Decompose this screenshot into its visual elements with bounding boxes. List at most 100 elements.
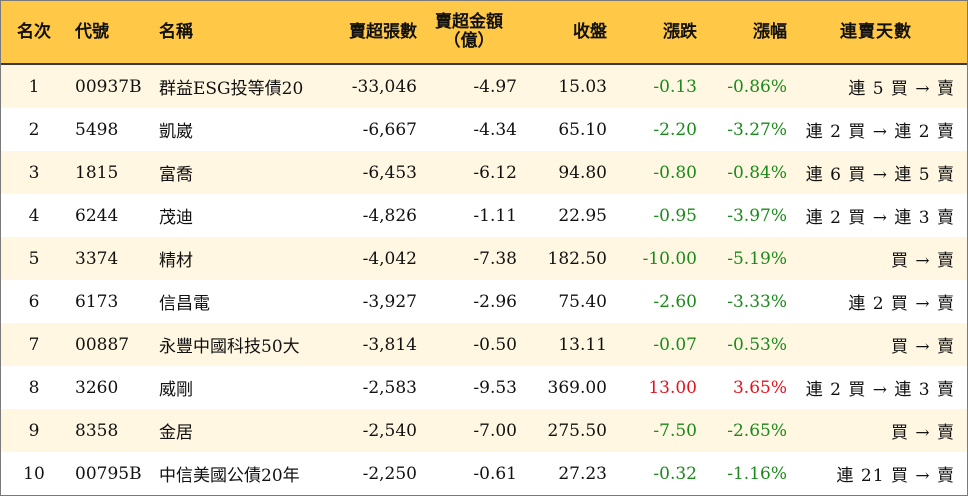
table-row: 6 6173 信昌電 -3,927 -2.96 75.40 -2.60 -3.33% 連 2 買… [1,280,967,323]
table-row: 2 5498 凱崴 -6,667 -4.34 65.10 -2.20 -3.27% 連 2 買 … [1,108,967,151]
change-pct-cell: -0.86% [727,76,787,97]
name-cell: 金居 [159,423,193,443]
net-sell-shares-cell: -6,453 [362,162,417,183]
name-cell: 富喬 [159,165,193,185]
code-cell: 6244 [75,205,119,226]
net-sell-amount-cell: -1.11 [473,205,517,226]
change-pct-cell: -3.97% [727,205,787,226]
table-row: 3 1815 富喬 -6,453 -6.12 94.80 -0.80 -0.84% 連 6 買 … [1,151,967,194]
net-sell-amount-cell: -2.96 [473,291,517,312]
change-pct-cell: -0.84% [727,162,787,183]
streak-cell: 買 → 賣 [890,337,955,357]
close-cell: 13.11 [558,334,607,355]
net-sell-shares-cell: -4,826 [362,205,417,226]
header-code: 代號 [75,21,109,42]
code-cell: 5498 [75,119,119,140]
net-sell-shares-cell: -4,042 [362,248,417,269]
rank-cell: 3 [28,162,40,183]
name-cell: 凱崴 [159,122,193,142]
header-net-sell-shares: 賣超張數 [349,21,417,42]
net-sell-shares-cell: -33,046 [351,76,417,97]
header-net-sell-amount: 賣超金額 （億） [421,1,517,63]
code-cell: 8358 [75,420,119,441]
net-sell-amount-cell: -0.50 [473,334,517,355]
rank-cell: 9 [28,420,40,441]
code-cell: 3260 [75,377,119,398]
table-row: 1 00937B 群益ESG投等債20 -33,046 -4.97 15.03 -0.13 -… [1,65,967,108]
streak-cell: 連 2 買 → 連 3 賣 [805,380,955,400]
header-close: 收盤 [573,21,607,42]
net-sell-amount-cell: -6.12 [473,162,517,183]
rank-cell: 5 [28,248,40,269]
close-cell: 369.00 [547,377,607,398]
code-cell: 00795B [75,463,142,484]
table-row: 5 3374 精材 -4,042 -7.38 182.50 -10.00 -5.19% 買 → … [1,237,967,280]
net-sell-amount-cell: -9.53 [473,377,517,398]
change-pct-cell: -1.16% [727,463,787,484]
header-streak: 連賣天數 [840,21,912,42]
change-cell: -0.95 [653,205,697,226]
streak-cell: 買 → 賣 [890,423,955,443]
close-cell: 94.80 [558,162,607,183]
rank-cell: 10 [23,463,45,484]
change-pct-cell: -3.33% [727,291,787,312]
rank-cell: 6 [28,291,40,312]
rank-cell: 1 [28,76,40,97]
net-sell-amount-cell: -4.97 [473,76,517,97]
table-row: 10 00795B 中信美國公債20年 -2,250 -0.61 27.23 -0.32 -1… [1,452,967,495]
name-cell: 茂迪 [159,208,193,228]
close-cell: 15.03 [558,76,607,97]
streak-cell: 連 2 買 → 連 3 賣 [805,208,955,228]
header-net-sell-amount-label: 賣超金額 [435,12,503,32]
header-change: 漲跌 [663,21,697,42]
streak-cell: 連 21 買 → 賣 [836,466,955,486]
net-sell-amount-cell: -4.34 [473,119,517,140]
change-pct-cell: -5.19% [727,248,787,269]
change-cell: -0.13 [653,76,697,97]
net-sell-shares-cell: -6,667 [362,119,417,140]
change-pct-cell: -2.65% [727,420,787,441]
rank-cell: 4 [28,205,40,226]
rank-cell: 7 [28,334,40,355]
name-cell: 信昌電 [159,294,210,314]
close-cell: 75.40 [558,291,607,312]
name-cell: 永豐中國科技50大 [159,337,300,357]
close-cell: 27.23 [558,463,607,484]
change-cell: -7.50 [653,420,697,441]
change-cell: -2.60 [653,291,697,312]
code-cell: 6173 [75,291,119,312]
table-header-row: 名次 代號 名稱 賣超張數 賣超金額 （億） 收盤 漲跌 漲幅 連賣天數 [1,1,967,65]
net-sell-amount-cell: -7.38 [473,248,517,269]
change-cell: -0.07 [653,334,697,355]
close-cell: 65.10 [558,119,607,140]
close-cell: 182.50 [547,248,607,269]
rank-cell: 8 [28,377,40,398]
change-cell: -10.00 [642,248,697,269]
streak-cell: 連 6 買 → 連 5 賣 [805,165,955,185]
name-cell: 威剛 [159,380,193,400]
header-net-sell-amount-unit: （億） [443,31,495,51]
net-sell-amount-cell: -7.00 [473,420,517,441]
streak-cell: 買 → 賣 [890,251,955,271]
header-name: 名稱 [159,21,193,42]
rank-cell: 2 [28,119,40,140]
code-cell: 00887 [75,334,130,355]
net-sell-shares-cell: -2,540 [362,420,417,441]
net-sell-shares-cell: -3,927 [362,291,417,312]
close-cell: 275.50 [547,420,607,441]
change-cell: -0.80 [653,162,697,183]
streak-cell: 連 5 買 → 賣 [848,79,955,99]
net-sell-amount-cell: -0.61 [473,463,517,484]
close-cell: 22.95 [558,205,607,226]
code-cell: 1815 [75,162,119,183]
header-rank: 名次 [17,21,51,42]
change-cell: -2.20 [653,119,697,140]
net-sell-shares-cell: -3,814 [362,334,417,355]
code-cell: 3374 [75,248,119,269]
net-sell-shares-cell: -2,583 [362,377,417,398]
name-cell: 中信美國公債20年 [159,466,300,486]
table-row: 4 6244 茂迪 -4,826 -1.11 22.95 -0.95 -3.97% 連 2 買 … [1,194,967,237]
change-pct-cell: 3.65% [732,377,787,398]
table-row: 7 00887 永豐中國科技50大 -3,814 -0.50 13.11 -0.07 -0.5… [1,323,967,366]
